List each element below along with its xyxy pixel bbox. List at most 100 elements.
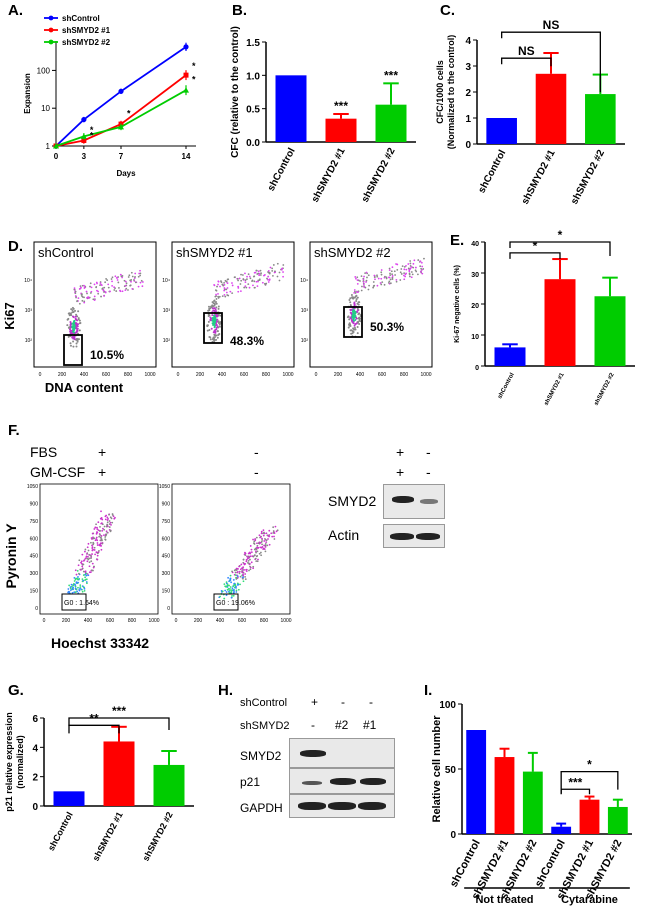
flow-dot <box>408 270 411 273</box>
x-tick-label: 400 <box>80 372 89 378</box>
flow-dot <box>348 298 351 301</box>
flow-dot <box>237 588 240 591</box>
flow-dot <box>78 559 81 562</box>
flow-dot <box>79 584 82 587</box>
flow-dot <box>411 273 414 276</box>
flow-dot <box>99 530 101 532</box>
flow-dot <box>360 275 363 277</box>
flow-dot <box>400 273 403 275</box>
flow-dot <box>362 278 365 281</box>
flow-dot <box>86 560 89 563</box>
flow-dot <box>69 324 72 327</box>
flow-dot <box>355 277 357 280</box>
flow-dot <box>223 597 226 600</box>
flow-dot <box>353 326 356 329</box>
flow-dot <box>399 279 402 281</box>
flow-dot <box>352 319 355 322</box>
flow-dot <box>356 309 359 312</box>
flow-dot <box>104 291 107 293</box>
flow-dot <box>242 573 244 576</box>
flow-dot <box>258 534 261 537</box>
x-tick-label: 1000 <box>148 618 159 624</box>
panel-label-a: A. <box>8 2 23 19</box>
flow-dot <box>237 279 239 282</box>
flow-dot <box>96 282 98 285</box>
flow-dot <box>77 338 80 341</box>
flow-dot <box>73 591 76 594</box>
flow-dot <box>218 295 221 298</box>
flow-dot <box>93 549 96 551</box>
flow-dot <box>274 270 276 273</box>
flow-dot <box>79 285 82 288</box>
blotf-fbs-1: + <box>396 444 405 460</box>
flow-dot <box>96 539 99 542</box>
category-label: shControl <box>476 148 508 195</box>
flow-dot <box>215 289 218 292</box>
flow-dot <box>223 284 226 286</box>
flow-dot <box>134 281 137 284</box>
flow-dot <box>259 536 262 538</box>
flow-dot <box>255 550 257 553</box>
flow-dot <box>131 275 134 278</box>
flow-dot <box>95 523 97 526</box>
flow-dot <box>241 567 243 570</box>
flow-dot <box>69 331 72 334</box>
flow-dot <box>256 547 259 549</box>
flow-dot <box>129 279 132 282</box>
flow-dot <box>238 565 241 568</box>
flow-dot <box>262 534 265 537</box>
flow-dot <box>262 548 265 551</box>
flow-dot <box>91 544 93 547</box>
y-tick-label: 10² <box>163 338 171 344</box>
flow-dot <box>99 525 101 528</box>
y-axis-label: CFC/1000 cells <box>435 60 445 124</box>
flow-dot <box>249 558 251 561</box>
flow-dot <box>250 551 253 554</box>
flow-dot <box>251 555 254 558</box>
flow-dot <box>125 282 128 285</box>
flow-dot <box>86 546 89 549</box>
flow-dot <box>348 318 351 321</box>
flow-dot <box>402 274 405 277</box>
flow-dot <box>95 532 98 535</box>
y-axis-label: Ki-67 negative cells (%) <box>454 265 461 343</box>
panel-label-h: H. <box>218 682 233 699</box>
flow-dot <box>82 574 85 576</box>
flow-plot-frame <box>171 241 295 368</box>
flow-dot <box>87 297 90 300</box>
y-tick-label: 10 <box>471 334 479 341</box>
flow-dot <box>213 325 216 328</box>
flow-dot <box>73 577 76 579</box>
flow-dot <box>76 569 79 572</box>
flow-dot <box>271 267 274 270</box>
cond2-fbs: - <box>254 444 259 460</box>
flow-dot <box>93 546 96 549</box>
significance-bracket-label: * <box>558 228 563 242</box>
x-axis-label: Days <box>116 169 136 178</box>
blot-h-row1: shControl <box>240 697 288 709</box>
gate-label: G0 : 19.06% <box>216 600 255 607</box>
flow-dot <box>228 584 230 587</box>
flow-dot <box>395 280 398 283</box>
flow-dot <box>255 280 258 283</box>
flow-dot <box>77 576 79 578</box>
flow-dot <box>226 584 229 587</box>
flow-dot <box>213 334 216 337</box>
flow-dot <box>227 294 230 297</box>
x-tick-label: 0 <box>43 618 46 624</box>
flow-dot <box>241 274 244 276</box>
flow-dot <box>212 309 215 312</box>
significance-bracket <box>501 31 601 93</box>
flow-dot <box>364 272 367 275</box>
flow-dot <box>217 280 220 283</box>
flow-dot <box>239 568 242 571</box>
flow-dot <box>74 569 77 572</box>
flow-dot <box>389 274 392 277</box>
band <box>328 802 356 810</box>
flow-dot <box>412 266 415 269</box>
flow-dot <box>100 548 103 551</box>
flow-dot <box>93 283 96 286</box>
y-tick-label: 1 <box>465 114 471 125</box>
flow-dot <box>211 301 214 304</box>
flow-dot <box>139 272 142 275</box>
